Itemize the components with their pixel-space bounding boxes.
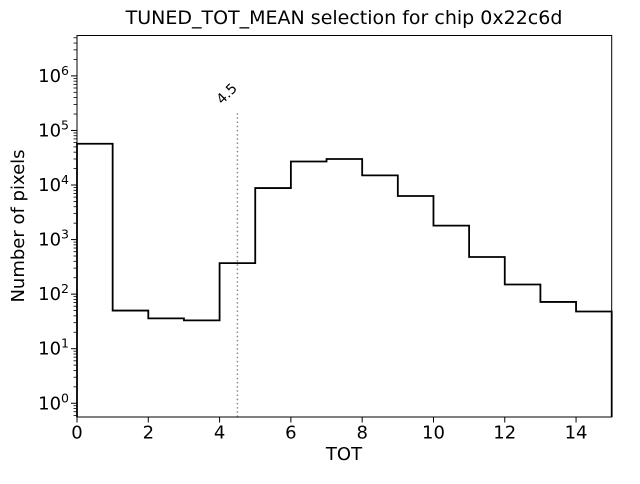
histogram-series: [76, 142, 613, 417]
y-tick-label: 100: [38, 390, 69, 414]
histogram-line: [76, 142, 613, 417]
x-tick-label: 14: [565, 423, 588, 444]
x-tick-label: 12: [493, 423, 516, 444]
chart-title: TUNED_TOT_MEAN selection for chip 0x22c6…: [125, 7, 563, 29]
y-tick-label: 105: [38, 117, 69, 141]
x-tick-label: 6: [285, 423, 296, 444]
y-tick-label: 102: [38, 281, 69, 305]
axis-tick-labels: 100 101 102 103 104 105 106 0 2 4 6 8 10 12 14: [38, 63, 587, 444]
plot-frame: [76, 35, 613, 418]
y-tick-label: 106: [38, 63, 69, 87]
y-tick-label: 104: [38, 172, 69, 196]
y-tick-label: 101: [38, 336, 69, 360]
x-tick-label: 10: [422, 423, 445, 444]
y-tick-label: 103: [38, 227, 69, 251]
x-tick-label: 0: [71, 423, 82, 444]
x-tick-label: 4: [214, 423, 225, 444]
axis-major-ticks: [71, 75, 577, 423]
threshold-label: 4.5: [214, 81, 241, 108]
x-axis-label: TOT: [325, 444, 363, 465]
y-axis-label: Number of pixels: [8, 149, 29, 302]
x-tick-label: 8: [356, 423, 367, 444]
x-tick-label: 2: [143, 423, 154, 444]
